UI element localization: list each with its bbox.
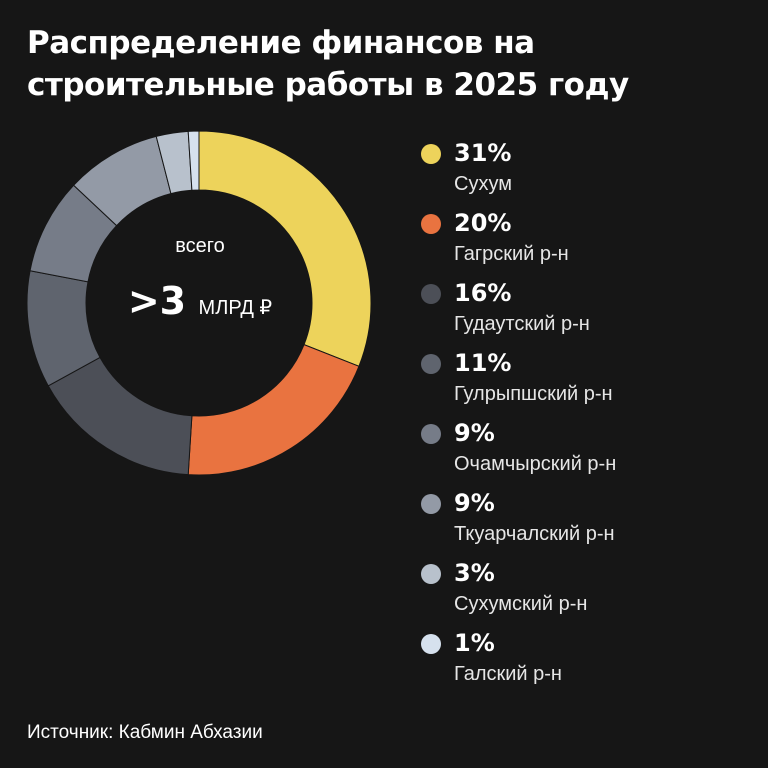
legend-swatch: [421, 564, 441, 584]
legend-item: 31% Сухум: [414, 134, 764, 204]
legend-label: Очамчырский р-н: [454, 453, 617, 475]
legend-label: Гагрский р-н: [454, 243, 569, 265]
legend-percent: 3%: [454, 559, 495, 587]
legend-percent: 1%: [454, 629, 495, 657]
donut-slice-1: [198, 130, 372, 367]
center-value-number: >3: [128, 279, 186, 323]
legend-label: Ткуарчалский р-н: [454, 523, 615, 545]
source-note: Источник: Кабмин Абхазии: [27, 722, 263, 743]
legend-percent: 16%: [454, 279, 512, 307]
legend-percent: 9%: [454, 419, 495, 447]
legend-swatch: [421, 284, 441, 304]
legend: 31% Сухум 20% Гагрский р-н 16% Гудаутский р-н…: [414, 134, 764, 694]
legend-percent: 20%: [454, 209, 512, 237]
legend-item: 11% Гулрыпшский р-н: [414, 344, 764, 414]
legend-swatch: [421, 424, 441, 444]
legend-item: 9% Ткуарчалский р-н: [414, 484, 764, 554]
donut-slices: [26, 130, 372, 476]
legend-swatch: [421, 214, 441, 234]
center-caption: всего: [175, 235, 225, 257]
legend-label: Галский р-н: [454, 663, 562, 685]
legend-label: Сухум: [454, 173, 512, 195]
legend-swatch: [421, 144, 441, 164]
legend-percent: 9%: [454, 489, 495, 517]
legend-item: 3% Сухумский р-н: [414, 554, 764, 624]
donut-slice-2: [187, 343, 360, 476]
legend-label: Сухумский р-н: [454, 593, 588, 615]
legend-item: 1% Галский р-н: [414, 624, 764, 694]
donut-slice-8: [187, 130, 200, 191]
legend-percent: 31%: [454, 139, 512, 167]
legend-label: Гулрыпшский р-н: [454, 383, 613, 405]
donut-chart: всего >3 МЛРД ₽: [26, 130, 372, 476]
legend-label: Гудаутский р-н: [454, 313, 590, 335]
legend-swatch: [421, 634, 441, 654]
chart-title: Распределение финансов на строительные р…: [27, 25, 629, 103]
legend-percent: 11%: [454, 349, 512, 377]
donut-slice-3: [47, 356, 193, 476]
legend-item: 20% Гагрский р-н: [414, 204, 764, 274]
legend-item: 9% Очамчырский р-н: [414, 414, 764, 484]
legend-swatch: [421, 494, 441, 514]
legend-swatch: [421, 354, 441, 374]
legend-item: 16% Гудаутский р-н: [414, 274, 764, 344]
center-value: >3 МЛРД ₽: [128, 279, 273, 323]
center-value-unit: МЛРД ₽: [199, 297, 273, 319]
